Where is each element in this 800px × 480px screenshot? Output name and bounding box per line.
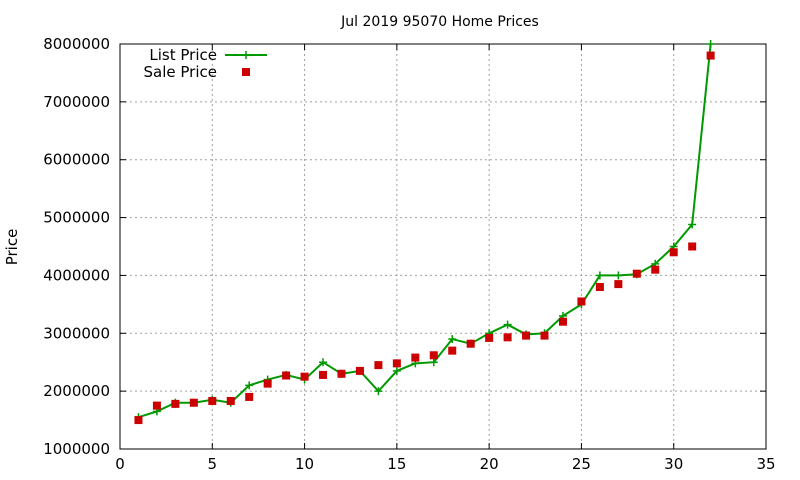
sale-price-point [392,359,401,368]
list-price-point [245,381,254,390]
sale-price-point [355,366,364,375]
x-tick-label: 35 [756,455,775,473]
sale-price-point [632,269,641,278]
list-price-point [503,320,512,329]
list-price-point [448,335,457,344]
axis-ticks [119,43,767,450]
list-price-legend-label: List Price [149,46,217,64]
sale-price-point [706,51,715,60]
list-price-point [688,220,697,229]
list-price-point [429,358,438,367]
sale-price-point [595,283,604,291]
x-tick-label: 5 [208,455,218,473]
sale-price-point [614,280,623,289]
sale-price-point [577,297,586,306]
series-layer [134,40,715,425]
y-axis-label: Price [3,229,21,266]
x-tick-label: 0 [115,455,125,473]
y-tick-label: 3000000 [43,324,110,342]
sale-price-point [485,333,494,342]
list-price-point [614,271,623,280]
grid [120,44,766,449]
sale-price-point [374,361,383,370]
x-tick-label: 25 [572,455,591,473]
sale-price-point [688,242,697,251]
y-tick-label: 8000000 [43,35,110,53]
sale-price-point [208,396,217,405]
sale-price-point [152,401,161,410]
x-tick-label: 15 [387,455,406,473]
y-tick-label: 2000000 [43,382,110,400]
list-price-point [374,387,383,396]
sale-price-point [669,248,678,257]
sale-price-point [522,331,531,340]
list-price-legend-marker [242,51,250,59]
sale-price-point [171,399,180,408]
sale-price-point [558,317,567,326]
sale-price-point [226,396,235,405]
sale-price-legend-marker [242,68,250,76]
x-tick-label: 20 [480,455,499,473]
tick-labels: 0 5 10 15 20 25 30 35 1000000 2000000 3000000 40000… [43,35,775,473]
sale-price-point [263,379,272,388]
sale-price-point [245,392,254,401]
sale-price-point [189,398,198,407]
list-price-point [319,358,328,367]
plot-frame [119,43,767,450]
list-price-point [595,271,604,280]
y-tick-label: 5000000 [43,209,110,227]
sale-price-point [651,265,660,274]
sale-price-point [411,353,420,362]
list-price-line [138,43,712,419]
sale-price-point [448,346,457,355]
list-price-point [392,366,401,375]
y-tick-label: 4000000 [43,266,110,284]
list-price-series [134,40,715,422]
sale-price-point [300,372,309,381]
x-tick-label: 30 [664,455,683,473]
sale-price-point [319,370,328,379]
chart-title: Jul 2019 95070 Home Prices [340,14,539,30]
sale-price-point [503,333,512,342]
sale-price-point [337,369,346,378]
sale-price-series [134,51,715,425]
list-price-point [706,40,715,48]
sale-price-point [282,371,291,380]
sale-price-point [429,351,438,360]
x-tick-label: 10 [295,455,314,473]
sale-price-point [466,339,475,348]
sale-price-point [540,331,549,340]
sale-price-legend-label: Sale Price [144,63,217,81]
y-tick-label: 7000000 [43,93,110,111]
sale-price-point [134,416,143,425]
y-tick-label: 1000000 [43,440,110,458]
y-tick-label: 6000000 [43,151,110,169]
